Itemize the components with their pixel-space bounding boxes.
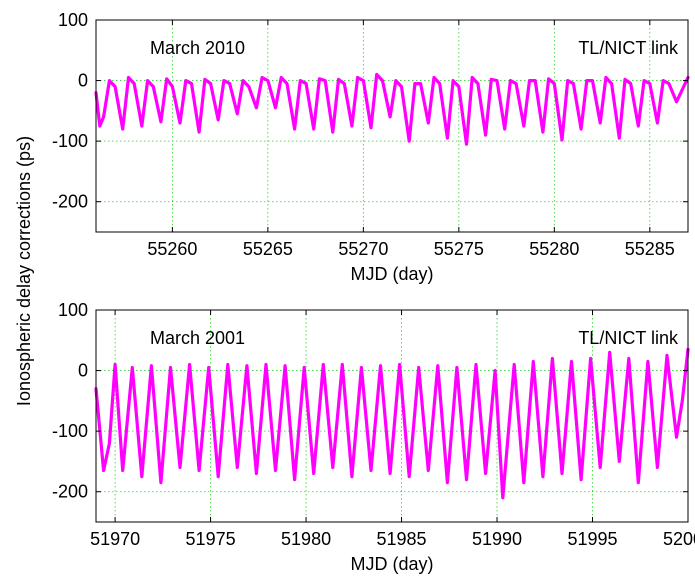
shared-y-axis-label: Ionospheric delay corrections (ps) <box>14 136 34 406</box>
series-line <box>94 72 690 146</box>
annotation-date: March 2001 <box>150 328 245 348</box>
chart-march-2001: 51970 51975 51980 51985 51990 51995 52000 100 0 -… <box>52 300 695 574</box>
chart-march-2010: 55260 55265 55270 55275 55280 55285 100 0 -100 -2… <box>52 10 690 284</box>
x-tick-label: 51975 <box>186 529 236 549</box>
y-tick-label: -100 <box>52 131 88 151</box>
x-tick-label: 52000 <box>663 529 695 549</box>
x-tick-label: 51980 <box>281 529 331 549</box>
y-tick-label: 0 <box>78 71 88 91</box>
x-tick-label: 55260 <box>147 239 197 259</box>
x-tick-label: 51970 <box>90 529 140 549</box>
x-tick-label: 55275 <box>434 239 484 259</box>
plot-frame <box>95 19 689 233</box>
series-line <box>94 347 690 500</box>
x-tick-label: 51985 <box>377 529 427 549</box>
y-tick-label: 0 <box>78 361 88 381</box>
y-tick-label: 100 <box>58 300 88 320</box>
annotation-link: TL/NICT link <box>578 38 679 58</box>
y-tick-label: 100 <box>58 10 88 30</box>
y-tick-label: -100 <box>52 421 88 441</box>
x-axis-label: MJD (day) <box>350 554 433 574</box>
x-tick-label: 55270 <box>338 239 388 259</box>
x-tick-label: 55265 <box>243 239 293 259</box>
x-tick-label: 51995 <box>567 529 617 549</box>
x-tick-label: 51990 <box>472 529 522 549</box>
annotation-link: TL/NICT link <box>578 328 679 348</box>
x-tick-label: 55285 <box>625 239 675 259</box>
x-tick-label: 55280 <box>529 239 579 259</box>
y-tick-label: -200 <box>52 482 88 502</box>
x-axis-label: MJD (day) <box>350 264 433 284</box>
plot-frame <box>95 309 689 523</box>
y-tick-label: -200 <box>52 192 88 212</box>
annotation-date: March 2010 <box>150 38 245 58</box>
